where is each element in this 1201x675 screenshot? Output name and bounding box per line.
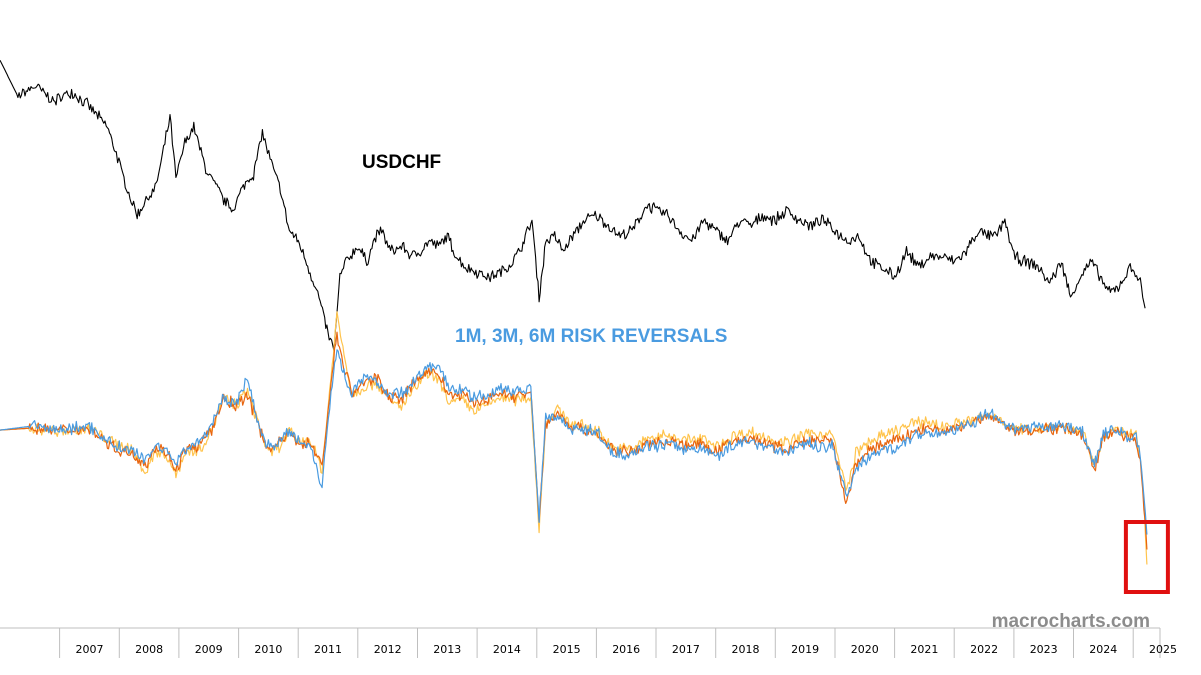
x-tick-label-2015: 2015	[553, 643, 581, 656]
series-line-3m	[0, 331, 1148, 550]
series-layer	[0, 59, 1148, 565]
x-tick-label-2020: 2020	[851, 643, 879, 656]
x-tick-label-2013: 2013	[433, 643, 461, 656]
x-tick-label-2009: 2009	[195, 643, 223, 656]
x-tick-label-2012: 2012	[374, 643, 402, 656]
usdchf-series-label: USDCHF	[362, 152, 441, 173]
x-tick-label-2018: 2018	[732, 643, 760, 656]
x-tick-label-2021: 2021	[910, 643, 938, 656]
x-tick-label-2024: 2024	[1089, 643, 1117, 656]
x-axis-tick-labels: 2007 2008 2009 2010 2011 2012 2013 2014 2015 2016…	[76, 643, 1178, 656]
risk-reversals-series-label: 1M, 3M, 6M RISK REVERSALS	[455, 326, 727, 347]
x-tick-label-2017: 2017	[672, 643, 700, 656]
recent-drop-highlight-box	[1123, 520, 1170, 594]
series-line-1m	[0, 349, 1148, 535]
watermark: macrocharts.com	[992, 611, 1150, 632]
x-tick-label-2016: 2016	[612, 643, 640, 656]
x-tick-label-2010: 2010	[254, 643, 282, 656]
x-tick-label-2007: 2007	[76, 643, 104, 656]
x-tick-label-2019: 2019	[791, 643, 819, 656]
x-tick-label-2023: 2023	[1030, 643, 1058, 656]
x-tick-label-2022: 2022	[970, 643, 998, 656]
series-line-6m	[0, 311, 1148, 565]
x-tick-label-2014: 2014	[493, 643, 521, 656]
series-line-usdchf	[0, 59, 1146, 352]
x-axis	[0, 627, 1161, 658]
x-tick-label-2011: 2011	[314, 643, 342, 656]
x-tick-label-2025: 2025	[1149, 643, 1177, 656]
x-tick-label-2008: 2008	[135, 643, 163, 656]
